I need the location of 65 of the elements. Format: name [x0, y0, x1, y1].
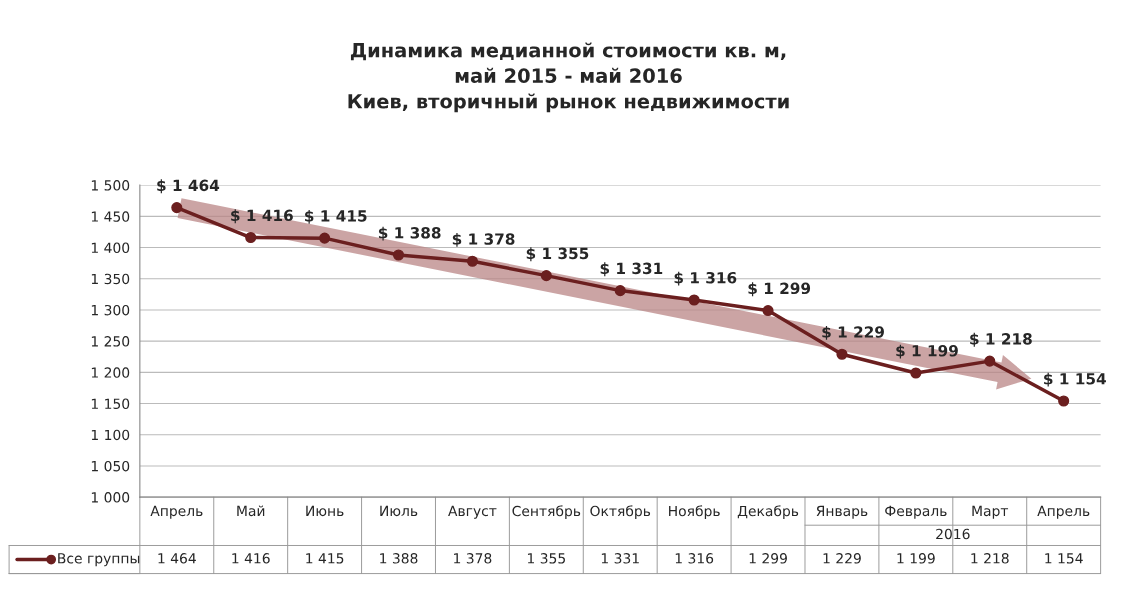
text: 1 299: [749, 553, 787, 564]
data-label: $ 1 378: [452, 232, 515, 247]
x-tick-label: Ноябрь: [669, 505, 720, 519]
data-label: $ 1 388: [378, 226, 441, 241]
text: 1 331: [601, 553, 639, 564]
point: [688, 294, 700, 306]
x-tick-label: Июнь: [306, 505, 344, 517]
x-tick-label: Апрель: [150, 505, 203, 519]
point: [836, 348, 848, 360]
point: [245, 231, 257, 244]
x-tick-label: Сентябрь: [512, 505, 581, 519]
data-label: $ 1 199: [896, 344, 958, 359]
y-tick-label: 1 300: [91, 304, 130, 316]
y-tick-label: 1 000: [91, 492, 130, 503]
point: [614, 285, 626, 297]
y-tick-label: 1 250: [91, 336, 130, 347]
point: [319, 232, 331, 244]
text: 1 229: [823, 553, 861, 564]
x-tick-label: Декабрь: [737, 505, 799, 519]
data-label: $ 1 299: [748, 282, 811, 297]
chart-title: Динамика медианной стоимости кв. м, май 2015 - май 2016 Киев, вторичный рынок недвижимости: [348, 42, 789, 113]
point: [910, 367, 922, 379]
legend-label: Все группы: [58, 553, 140, 567]
x-tick-label: Февраль: [885, 505, 947, 519]
point: [1058, 395, 1070, 407]
data-label: $ 1 331: [600, 262, 663, 277]
data-label: $ 1 316: [674, 271, 737, 286]
text: 1 415: [306, 553, 344, 564]
text: 1 416: [232, 553, 270, 564]
text: 1 378: [454, 553, 492, 564]
point: [984, 355, 996, 367]
y-tick-label: 1 500: [91, 180, 130, 191]
data-label: $ 1 218: [970, 332, 1032, 347]
x-tick-label: Май: [237, 505, 265, 517]
x-tick-label: Март: [972, 505, 1009, 519]
point: [466, 255, 478, 267]
y-tick-label: 1 100: [91, 429, 130, 441]
y-tick-label: 1 450: [91, 211, 130, 222]
data-label: $ 1 464: [157, 179, 220, 194]
y-tick-label: 1 050: [91, 460, 130, 472]
data-label: $ 1 416: [231, 209, 293, 224]
text: 1 218: [971, 553, 1009, 564]
x-tick-label: Июль: [380, 505, 418, 517]
text: 1 316: [675, 553, 714, 564]
y-tick-label: 1 350: [91, 273, 130, 285]
data-label: $ 1 415: [305, 209, 367, 224]
text: 1 199: [897, 553, 935, 564]
data-label: $ 1 355: [526, 247, 589, 262]
y-tick-label: 1 200: [91, 367, 130, 378]
x-tick-label: Октябрь: [590, 505, 651, 519]
data-label: $ 1 154: [1044, 372, 1106, 387]
point: [762, 305, 774, 317]
point: [392, 249, 405, 261]
text: 1 388: [380, 553, 418, 564]
x-tick-label: Январь: [816, 505, 868, 519]
text: 1 355: [527, 553, 565, 564]
text: 1 464: [158, 553, 196, 564]
point: [171, 202, 183, 214]
text: 1 154: [1045, 553, 1083, 564]
y-tick-label: 1 150: [91, 398, 130, 410]
point: [540, 270, 552, 282]
x-tick-label: Апрель: [1037, 505, 1090, 519]
x-tick-label: Август: [448, 505, 497, 519]
y-tick-label: 1 400: [91, 242, 130, 254]
text: 2016: [936, 528, 970, 540]
